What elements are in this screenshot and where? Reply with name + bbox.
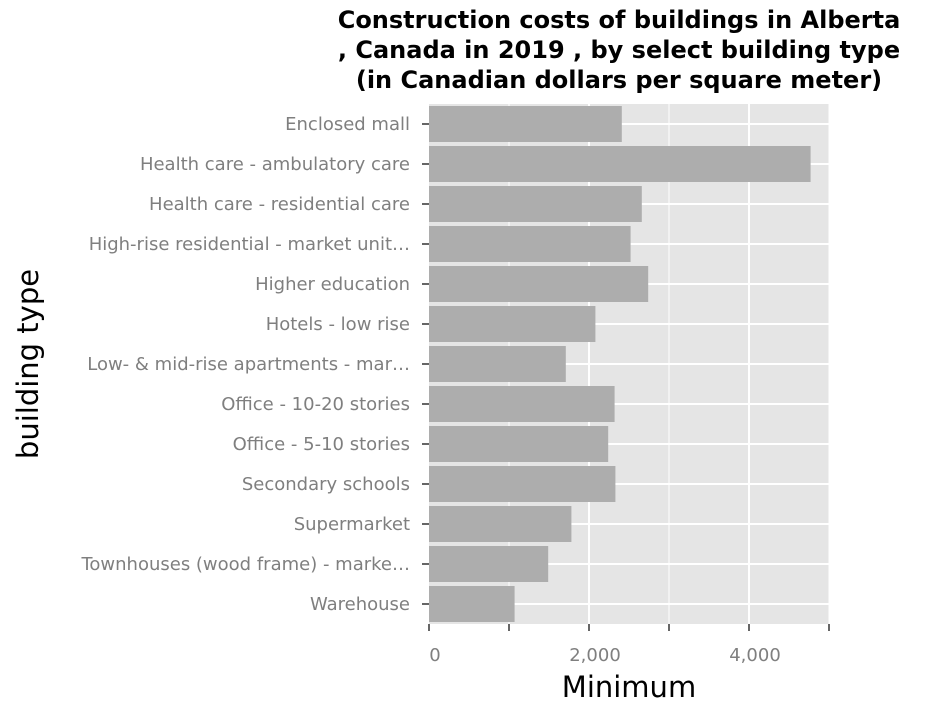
bar xyxy=(429,466,616,502)
bars xyxy=(429,106,811,622)
y-tick-label: Warehouse xyxy=(310,594,410,615)
y-tick-label: Higher education xyxy=(255,274,410,295)
chart-title-line: (in Canadian dollars per square meter) xyxy=(356,66,882,94)
y-tick-label: Hotels - low rise xyxy=(266,314,410,335)
bar xyxy=(429,106,622,142)
y-tick-label: Secondary schools xyxy=(242,474,410,495)
y-tick-label: Office - 10-20 stories xyxy=(221,394,410,415)
bar xyxy=(429,546,549,582)
x-tick-label: 4,000 xyxy=(729,645,781,666)
x-axis-ticks: 0 2,000 4,000 xyxy=(428,624,830,666)
bar xyxy=(429,306,596,342)
bar xyxy=(429,386,615,422)
y-tick-label: Enclosed mall xyxy=(285,114,410,135)
chart-title: Construction costs of buildings in Alber… xyxy=(338,6,901,94)
bar xyxy=(429,266,649,302)
chart-title-line: Construction costs of buildings in Alber… xyxy=(338,6,901,34)
y-tick-label: High-rise residential - market unit… xyxy=(89,234,410,255)
y-axis-title: building type xyxy=(11,269,45,459)
y-axis-categories: Enclosed mall Health care - ambulatory ca… xyxy=(80,114,429,615)
x-tick-label: 0 xyxy=(429,645,440,666)
bar xyxy=(429,426,609,462)
y-tick-label: Health care - residential care xyxy=(149,194,410,215)
x-tick-label: 2,000 xyxy=(569,645,621,666)
y-tick-label: Supermarket xyxy=(294,514,410,535)
y-tick-label: Office - 5-10 stories xyxy=(233,434,410,455)
bar xyxy=(429,506,572,542)
y-tick-label: Low- & mid-rise apartments - mar… xyxy=(87,354,410,375)
bar xyxy=(429,146,811,182)
y-tick-label: Townhouses (wood frame) - marke… xyxy=(80,554,410,575)
bar xyxy=(429,586,515,622)
bar xyxy=(429,346,566,382)
x-axis-title: Minimum xyxy=(562,670,696,704)
y-tick-label: Health care - ambulatory care xyxy=(140,154,410,175)
bar xyxy=(429,186,642,222)
chart-title-line: , Canada in 2019 , by select building ty… xyxy=(338,36,900,64)
bar xyxy=(429,226,631,262)
